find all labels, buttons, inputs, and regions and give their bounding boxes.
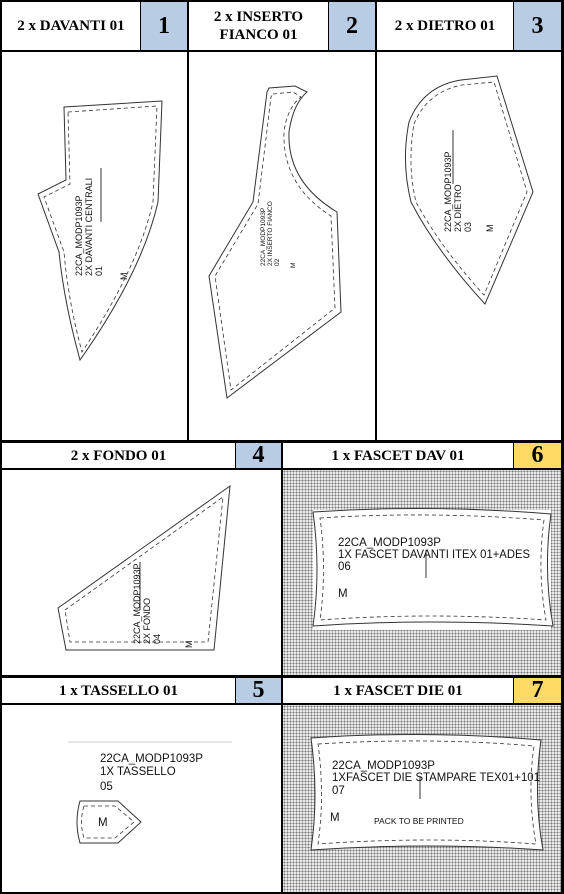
- piece-1-drawing: 22CA_MODP1093P 2X DAVANTI CENTRALI 01 M: [37, 100, 163, 362]
- piece-3-label: 22CA_MODP1093P 2X DIETRO 03: [443, 151, 473, 232]
- piece-6-panel: 22CA_MODP1093P 1X FASCET DAVANTI ITEX 01…: [283, 470, 561, 675]
- grid-line: [513, 443, 514, 468]
- grid-line: [513, 678, 514, 703]
- piece-4-desc: 2X FONDO: [142, 598, 152, 644]
- piece-7-code: 22CA_MODP1093P: [332, 760, 435, 772]
- piece-7-id: 07: [332, 785, 345, 797]
- piece-6-desc: 1X FASCET DAVANTI ITEX 01+ADES: [338, 549, 530, 561]
- piece-4-id: 04: [152, 634, 162, 644]
- grid-line: [235, 443, 236, 468]
- piece-7-note: PACK TO BE PRINTED: [374, 816, 464, 826]
- piece-3-title: 2 x DIETRO 01: [377, 2, 513, 50]
- piece-2-size: M: [290, 263, 297, 268]
- piece-4-label: 22CA_MODP1093P 2X FONDO 04: [132, 563, 162, 644]
- piece-2-title: 2 x INSERTO FIANCO 01: [189, 2, 328, 50]
- grid-line: [235, 678, 236, 703]
- grid-line: [328, 0, 329, 50]
- grid-line: [0, 440, 564, 443]
- piece-7-number: 7: [514, 677, 561, 703]
- piece-6-number: 6: [514, 442, 561, 468]
- piece-6-title: 1 x FASCET DAV 01: [283, 443, 513, 468]
- piece-2-id: 02: [274, 258, 281, 266]
- piece-4-title: 2 x FONDO 01: [2, 443, 235, 468]
- piece-5-size: M: [98, 817, 108, 829]
- piece-2-panel: 22CA_MODP1093P 2X INSERTO FIANCO 02 M: [189, 52, 375, 440]
- piece-2-desc: 2X INSERTO FIANCO: [267, 201, 274, 266]
- grid-line: [0, 50, 564, 52]
- piece-1-title: 2 x DAVANTI 01: [2, 2, 140, 50]
- piece-7-desc: 1XFASCET DIE STAMPARE TEX01+101: [332, 772, 540, 784]
- piece-3-panel: 22CA_MODP1093P 2X DIETRO 03 M: [377, 52, 561, 440]
- piece-1-id: 01: [94, 266, 104, 276]
- piece-1-desc: 2X DAVANTI CENTRALI: [84, 178, 94, 276]
- piece-1-number: 1: [141, 2, 187, 50]
- grid-line: [281, 443, 283, 894]
- piece-2-code: 22CA_MODP1093P: [260, 208, 267, 266]
- piece-4-code: 22CA_MODP1093P: [132, 563, 142, 644]
- piece-4-size: M: [184, 641, 194, 649]
- grid-line: [0, 0, 564, 2]
- piece-1-size: M: [119, 273, 129, 281]
- piece-3-number: 3: [514, 2, 561, 50]
- grid-line: [187, 0, 189, 443]
- piece-2-label: 22CA_MODP1093P 2X INSERTO FIANCO 02: [260, 201, 281, 266]
- piece-3-code: 22CA_MODP1093P: [443, 151, 453, 232]
- piece-1-label: 22CA_MODP1093P 2X DAVANTI CENTRALI 01: [74, 178, 104, 276]
- piece-4-drawing: 22CA_MODP1093P 2X FONDO 04 M: [57, 484, 231, 651]
- piece-5-number: 5: [236, 677, 281, 703]
- grid-line: [375, 0, 377, 443]
- piece-6-drawing: 22CA_MODP1093P 1X FASCET DAVANTI ITEX 01…: [312, 507, 554, 630]
- piece-3-size: M: [485, 225, 495, 233]
- piece-7-title: 1 x FASCET DIE 01: [283, 678, 513, 703]
- grid-line: [0, 0, 2, 894]
- piece-4-panel: 22CA_MODP1093P 2X FONDO 04 M: [2, 470, 281, 675]
- piece-2-drawing: 22CA_MODP1093P 2X INSERTO FIANCO 02 M: [208, 85, 342, 399]
- piece-5-desc: 1X TASSELLO: [100, 766, 176, 778]
- piece-3-id: 03: [463, 222, 473, 232]
- piece-5-code: 22CA_MODP1093P: [100, 753, 203, 765]
- piece-7-drawing: 22CA_MODP1093P 1XFASCET DIE STAMPARE TEX…: [310, 733, 544, 851]
- piece-5-id: 05: [100, 781, 113, 793]
- piece-4-number: 4: [236, 442, 281, 468]
- piece-1-code: 22CA_MODP1093P: [74, 195, 84, 276]
- piece-5-drawing: 22CA_MODP1093P 1X TASSELLO 05 M: [68, 741, 232, 844]
- grid-line: [561, 0, 564, 894]
- piece-6-size: M: [338, 588, 348, 600]
- piece-7-panel: 22CA_MODP1093P 1XFASCET DIE STAMPARE TEX…: [283, 705, 561, 892]
- piece-2-number: 2: [329, 2, 375, 50]
- piece-7-size: M: [330, 812, 340, 824]
- piece-1-panel: 22CA_MODP1093P 2X DAVANTI CENTRALI 01 M: [2, 52, 187, 440]
- grid-line: [140, 0, 141, 50]
- piece-5-title: 1 x TASSELLO 01: [2, 678, 235, 703]
- piece-5-panel: 22CA_MODP1093P 1X TASSELLO 05 M: [2, 705, 281, 892]
- piece-3-drawing: 22CA_MODP1093P 2X DIETRO 03 M: [404, 75, 534, 305]
- piece-3-desc: 2X DIETRO: [453, 184, 463, 232]
- piece-6-id: 06: [338, 561, 351, 573]
- piece-6-code: 22CA_MODP1093P: [338, 537, 441, 549]
- grid-line: [513, 0, 514, 50]
